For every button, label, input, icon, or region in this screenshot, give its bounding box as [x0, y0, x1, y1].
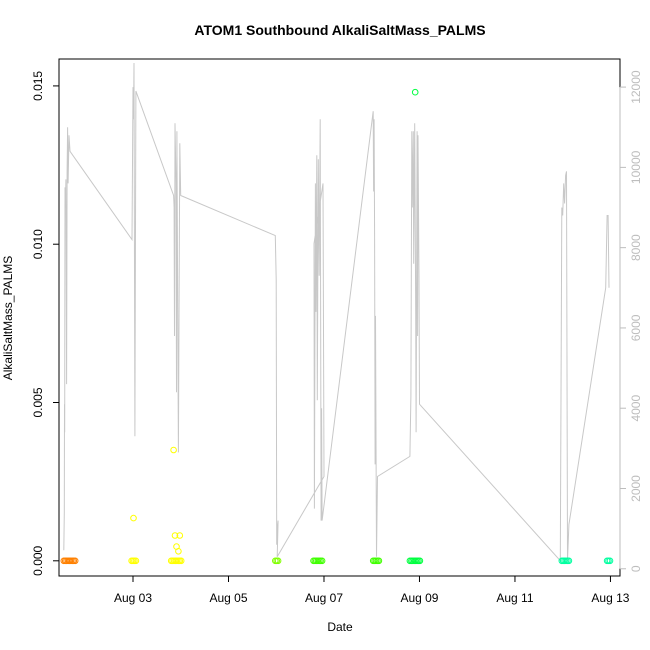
data-point: [175, 548, 182, 555]
y-tick-label-right: 4000: [629, 395, 643, 422]
y-tick-label-right: 8000: [629, 234, 643, 261]
x-tick-label: Aug 13: [591, 591, 629, 605]
data-point: [318, 557, 326, 565]
x-tick-label: Aug 07: [305, 591, 343, 605]
y-axis-right: 0 2000 4000 6000 8000 10000 12000: [619, 70, 643, 572]
data-point: [170, 446, 177, 454]
data-point: [171, 532, 179, 539]
x-tick-label: Aug 05: [209, 591, 247, 605]
data-point: [411, 88, 419, 96]
x-axis: Aug 03 Aug 05 Aug 07 Aug 09 Aug 11 Aug 13: [114, 575, 630, 605]
data-point: [375, 557, 383, 565]
y-tick-label-left: 0.005: [31, 387, 45, 417]
data-point: [565, 557, 573, 565]
data-point: [176, 532, 184, 539]
y-tick-label-right: 12000: [629, 70, 643, 104]
y-tick-label-right: 10000: [629, 150, 643, 184]
data-point: [177, 557, 185, 565]
x-tick-label: Aug 03: [114, 591, 152, 605]
x-tick-label: Aug 11: [496, 591, 533, 605]
x-tick-label: Aug 09: [400, 591, 438, 605]
y-tick-label-right: 6000: [629, 314, 643, 341]
y-tick-label-left: 0.010: [31, 229, 45, 259]
series-line: [63, 62, 610, 562]
y-tick-label-left: 0.015: [31, 71, 45, 101]
y-tick-label-right: 0: [629, 565, 643, 572]
y-axis-left: 0.000 0.005 0.010 0.015: [31, 71, 60, 576]
plot-area: [58, 58, 621, 577]
data-point: [132, 557, 140, 565]
y-tick-label-right: 2000: [629, 475, 643, 502]
x-axis-label: Date: [327, 620, 353, 634]
points-layer: [60, 88, 614, 565]
data-point: [416, 557, 424, 565]
data-point: [71, 557, 79, 565]
y-tick-label-left: 0.000: [31, 545, 45, 575]
data-point: [606, 557, 614, 565]
data-point: [274, 557, 282, 565]
data-point: [130, 514, 137, 522]
line-layer: [63, 62, 610, 562]
y-axis-label: AlkaliSaltMass_PALMS: [1, 256, 15, 381]
chart-title: ATOM1 Southbound AlkaliSaltMass_PALMS: [194, 22, 485, 38]
